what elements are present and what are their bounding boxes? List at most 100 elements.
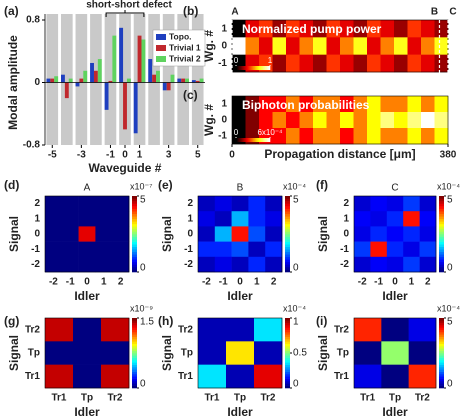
y-axis-label: Signal (7, 216, 21, 252)
heatmap-cell (101, 364, 130, 389)
heatmap-cell (248, 241, 266, 258)
heatmap-cell (45, 256, 63, 273)
x-tick-label: 2 (118, 277, 124, 288)
colorbar-step (439, 226, 444, 230)
title: A (84, 183, 91, 194)
colorbar-step (132, 353, 137, 356)
colorbar-step (285, 216, 290, 220)
panel-label: (a) (4, 4, 19, 18)
colorbar-step (439, 206, 444, 209)
x-tick-label: 1 (137, 150, 143, 161)
heatmap-cell (407, 20, 422, 38)
heatmap-cell (313, 96, 327, 113)
colorbar-step (255, 66, 257, 70)
colorbar-step (247, 66, 249, 70)
heatmap-cell (434, 96, 449, 113)
heatmap-cell (248, 211, 266, 227)
heatmap-cell (214, 241, 232, 258)
heatmap-cell (340, 128, 354, 145)
colorbar-step (132, 266, 137, 270)
heatmap-cell (45, 318, 74, 342)
colorbar-step (239, 66, 241, 70)
colorbar-step (132, 320, 137, 323)
heatmap-cell (112, 196, 130, 212)
colorbar-step (285, 355, 290, 358)
heatmap-cell (403, 226, 420, 242)
colorbar-step (285, 198, 290, 202)
y-tick-label: Tp (28, 348, 40, 359)
plot-frame (353, 195, 437, 273)
legend-label: Topo. (169, 31, 192, 41)
heatmap-cell (367, 20, 381, 38)
colorbar-step (132, 216, 137, 220)
colorbar-step (132, 371, 137, 375)
x-tick-label: -1 (66, 277, 75, 288)
bar (141, 39, 146, 83)
y-axis-label: Wg. # (202, 104, 216, 136)
heatmap-cell (421, 96, 435, 113)
x-tick-label: 0 (84, 277, 90, 288)
colorbar-step (285, 223, 290, 227)
colorbar-step (439, 371, 444, 375)
colorbar-step (285, 203, 290, 207)
colorbar-step (132, 218, 137, 222)
colorbar-step (439, 357, 444, 361)
y-tick-label: Tp (337, 348, 349, 359)
bar (46, 78, 51, 83)
colorbar-step (285, 378, 290, 382)
annotation: C (449, 7, 456, 18)
heatmap-cell (265, 211, 283, 227)
heatmap-cell (386, 196, 404, 212)
bar (126, 78, 131, 83)
colorbar-step (439, 343, 444, 347)
bar (177, 78, 182, 83)
colorbar-label: 0 (293, 263, 299, 274)
y-tick-label: -2 (31, 259, 40, 270)
x-tick-label: -2 (202, 277, 211, 288)
colorbar-step (439, 264, 444, 268)
colorbar-step (132, 327, 137, 330)
heatmap-cell (421, 112, 435, 129)
heatmap-cell (101, 318, 130, 342)
bar (152, 74, 157, 83)
colorbar-step (132, 228, 137, 232)
legend-swatch (156, 56, 166, 62)
colorbar-step (285, 385, 290, 389)
title: Normalized pump power (242, 22, 382, 36)
colorbar-step (439, 239, 444, 242)
colorbar-step (264, 66, 266, 70)
y-axis-label: Signal (7, 335, 21, 371)
heatmap-cell (403, 211, 420, 227)
heatmap-cell (299, 20, 314, 38)
heatmap-cell (386, 211, 404, 227)
colorbar-step (439, 381, 444, 384)
colorbar-step (285, 329, 290, 333)
x-tick-label: 1 (254, 277, 260, 288)
legend-label: Trivial 2 (169, 53, 201, 63)
colorbar-step (285, 201, 290, 204)
colorbar-step (439, 208, 444, 212)
heatmap-cell (340, 54, 354, 73)
heatmap-cell (45, 196, 63, 212)
heatmap-cell (408, 318, 437, 342)
colorbar-step (285, 364, 290, 368)
colorbar-step (132, 325, 137, 328)
colorbar-step (132, 350, 137, 354)
colorbar-step (285, 325, 290, 328)
colorbar-step (439, 244, 444, 247)
heatmap-cell (340, 37, 354, 55)
colorbar-step (132, 374, 137, 377)
y-tick-label: Tr1 (178, 371, 193, 382)
colorbar-label: 0 (140, 379, 146, 390)
colorbar-step (439, 353, 444, 356)
heatmap-cell (232, 20, 246, 38)
colorbar-step (285, 206, 290, 209)
colorbar-step (439, 341, 444, 344)
y-tick-label: 0.8 (26, 15, 40, 26)
panel-label: (f) (316, 178, 328, 192)
heatmap-cell (394, 37, 408, 55)
y-axis-label: Modal amplitude (6, 35, 20, 130)
y-tick-label: 0 (221, 115, 227, 126)
colorbar-step (285, 334, 290, 337)
colorbar-step (248, 66, 250, 70)
